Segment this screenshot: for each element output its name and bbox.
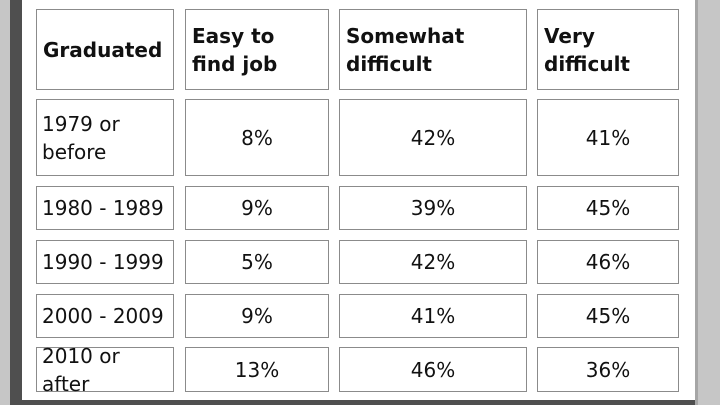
table-cell: 45% — [537, 186, 679, 230]
row-label: 1990 - 1999 — [36, 240, 174, 284]
table-cell: 13% — [185, 347, 329, 392]
header-easy-to-find-job: Easy to find job — [185, 9, 329, 90]
table-cell: 46% — [339, 347, 527, 392]
table-cell: 5% — [185, 240, 329, 284]
row-label: 1980 - 1989 — [36, 186, 174, 230]
row-label: 2010 or after — [36, 344, 174, 396]
table-cell: 8% — [185, 99, 329, 176]
header-somewhat-difficult: Somewhat difficult — [339, 9, 527, 90]
header-graduated: Graduated — [36, 9, 174, 90]
table-cell: 41% — [537, 99, 679, 176]
window-bottom-border — [22, 400, 695, 405]
window-left-border — [10, 0, 22, 405]
row-label: 1979 or before — [36, 99, 174, 176]
window-right-border — [695, 0, 698, 405]
header-very-difficult: Very difficult — [537, 9, 679, 90]
table-cell: 45% — [537, 294, 679, 338]
table-cell: 9% — [185, 294, 329, 338]
table-cell: 9% — [185, 186, 329, 230]
table-cell: 41% — [339, 294, 527, 338]
table-cell: 39% — [339, 186, 527, 230]
table-cell: 42% — [339, 240, 527, 284]
table-cell: 36% — [537, 347, 679, 392]
table-cell: 42% — [339, 99, 527, 176]
row-label: 2000 - 2009 — [36, 294, 174, 338]
table-cell: 46% — [537, 240, 679, 284]
